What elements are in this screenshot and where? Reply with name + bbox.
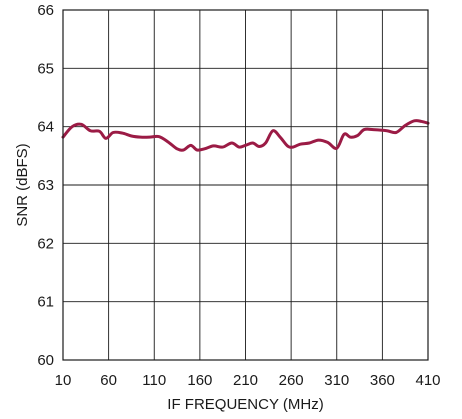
x-tick-label: 360: [370, 372, 395, 389]
x-tick-label: 60: [100, 372, 117, 389]
x-axis-title: IF FREQUENCY (MHz): [167, 396, 323, 413]
y-tick-label: 61: [37, 294, 54, 311]
snr-series-line: [61, 119, 430, 152]
x-tick-label: 160: [187, 372, 212, 389]
x-tick-label: 110: [142, 372, 166, 389]
y-tick-label: 64: [37, 119, 54, 136]
grid: [63, 10, 428, 360]
x-tick-label: 210: [233, 372, 258, 389]
x-tick-label: 310: [324, 372, 349, 389]
y-tick-labels: 60 61 62 63 64 65 66: [37, 2, 54, 369]
y-axis-title: SNR (dBFS): [14, 143, 31, 226]
x-tick-label: 260: [279, 372, 304, 389]
x-tick-label: 10: [55, 372, 72, 389]
y-tick-label: 60: [37, 352, 54, 369]
y-tick-label: 65: [37, 60, 54, 77]
plot-frame: [62, 9, 429, 361]
x-tick-label: 410: [415, 372, 440, 389]
y-tick-label: 66: [37, 2, 54, 19]
x-tick-labels: 10 60 110 160 210 260 310 360 410: [55, 372, 441, 389]
y-tick-label: 63: [37, 177, 54, 194]
y-tick-label: 62: [37, 235, 54, 252]
series-layer: [61, 119, 430, 152]
